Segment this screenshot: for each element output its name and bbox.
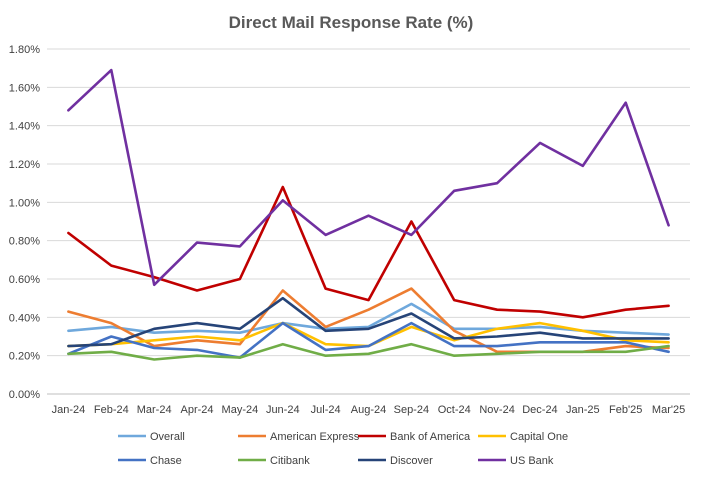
legend-label-overall: Overall (150, 431, 185, 443)
y-tick-label: 0.80% (9, 236, 40, 248)
x-tick-label: May-24 (222, 404, 259, 416)
series-line-bank-of-america (67, 185, 670, 319)
legend-label-citibank: Citibank (270, 455, 310, 467)
x-tick-label: Jul-24 (311, 404, 341, 416)
legend-label-capital-one: Capital One (510, 431, 568, 443)
x-axis-tick-labels: Jan-24 Feb-24 Mar-24 Apr-24 May-24 Jun-24 Jul-… (52, 404, 686, 416)
y-tick-label: 0.00% (9, 389, 40, 401)
x-tick-label: Dec-24 (522, 404, 557, 416)
legend: Overall American Express Bank of America Ca… (118, 431, 568, 467)
series-line-us-bank (67, 68, 670, 287)
x-tick-label: Apr-24 (181, 404, 214, 416)
x-tick-label: Nov-24 (479, 404, 514, 416)
x-tick-label: Mar-24 (137, 404, 172, 416)
chart-title: Direct Mail Response Rate (%) (229, 13, 474, 32)
legend-label-bank-of-america: Bank of America (390, 431, 471, 443)
x-tick-label: Oct-24 (438, 404, 471, 416)
y-tick-label: 0.40% (9, 312, 40, 324)
series-line-chase (67, 321, 670, 359)
y-axis-tick-labels: 0.00% 0.20% 0.40% 0.60% 0.80% 1.00% 1.20% 1.40%… (9, 44, 40, 401)
x-tick-label: Sep-24 (394, 404, 429, 416)
x-tick-label: Mar'25 (652, 404, 685, 416)
x-tick-label: Jan-24 (52, 404, 86, 416)
y-tick-label: 0.20% (9, 351, 40, 363)
x-tick-label: Jun-24 (266, 404, 300, 416)
legend-label-discover: Discover (390, 455, 433, 467)
series-line-citibank (67, 342, 670, 361)
y-tick-label: 1.40% (9, 121, 40, 133)
x-tick-label: Aug-24 (351, 404, 386, 416)
legend-label-american-express: American Express (270, 431, 360, 443)
y-tick-label: 1.00% (9, 197, 40, 209)
y-tick-label: 1.20% (9, 159, 40, 171)
x-tick-label: Feb-24 (94, 404, 129, 416)
y-tick-label: 1.60% (9, 82, 40, 94)
legend-label-us-bank: US Bank (510, 455, 554, 467)
x-tick-label: Feb'25 (609, 404, 642, 416)
series-lines (67, 68, 670, 361)
x-tick-label: Jan-25 (566, 404, 600, 416)
series-line-discover (67, 296, 670, 348)
y-tick-label: 1.80% (9, 44, 40, 56)
legend-label-chase: Chase (150, 455, 182, 467)
y-tick-label: 0.60% (9, 274, 40, 286)
